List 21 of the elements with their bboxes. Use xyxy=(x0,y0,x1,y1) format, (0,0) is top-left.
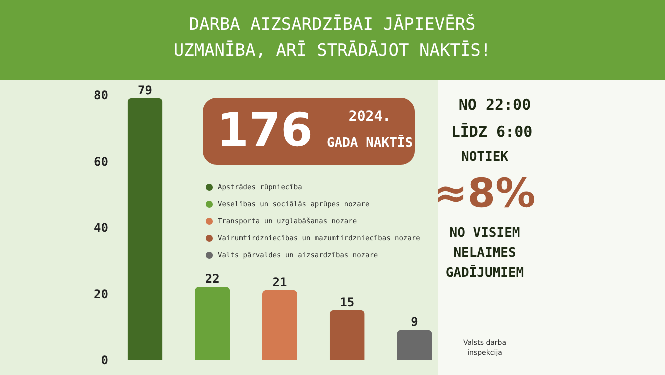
data-label: 15 xyxy=(340,295,355,310)
text: NELAIMES xyxy=(454,246,516,261)
y-tick-label: 40 xyxy=(94,221,108,235)
y-tick-label: 20 xyxy=(94,287,108,302)
y-tick-label: 60 xyxy=(94,154,108,169)
chart-title: DARBA AIZSARDZĪBAI JĀPIEVĒRŠ UZMANĪBA, ARĪ STRĀDĀJOT NAKTĪS! xyxy=(174,14,492,61)
annotation: 176 xyxy=(216,103,314,157)
annotation: GADĪJUMIEM xyxy=(446,265,524,281)
text: NOTIEK xyxy=(462,150,509,165)
data-label: 21 xyxy=(272,275,288,290)
text: LĪDZ 6:00 xyxy=(451,123,533,141)
y-tick-label: 80 xyxy=(94,88,108,102)
data-label: 79 xyxy=(138,83,152,98)
y-tick-label: 0 xyxy=(101,354,108,368)
text: NO VISIEM xyxy=(450,226,520,241)
data-label: 9 xyxy=(411,315,418,330)
data-label: 22 xyxy=(205,272,220,286)
annotation: 2024. xyxy=(348,109,392,125)
annotation: GADA NAKTĪS xyxy=(326,135,414,151)
text: NO 22:00 xyxy=(458,96,532,114)
annotation: ≈8% xyxy=(434,171,536,217)
